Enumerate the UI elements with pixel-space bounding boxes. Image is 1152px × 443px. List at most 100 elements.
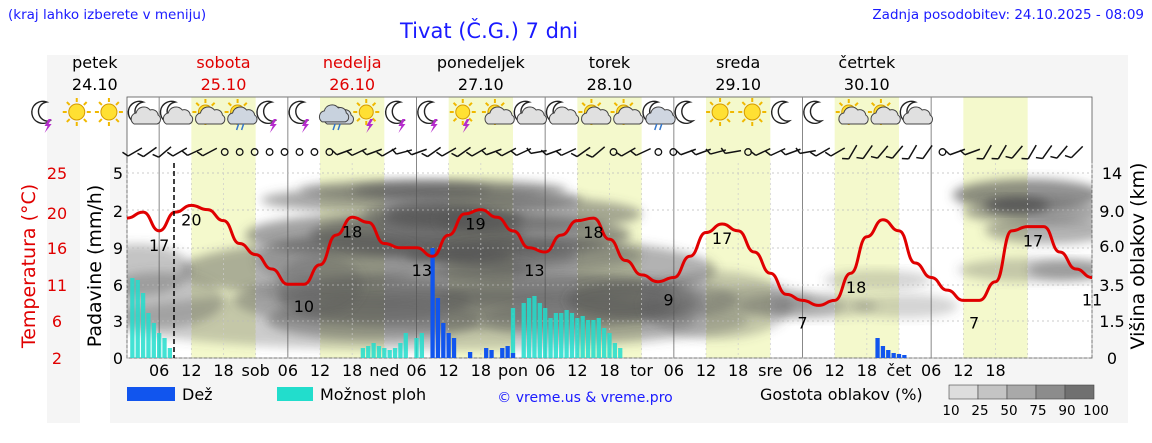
wind-barb [526, 147, 547, 155]
sun-cloud-icon [610, 99, 644, 125]
legend-rain-label: Dež [182, 385, 213, 404]
day-name-2: nedelja [323, 53, 382, 72]
day-name-4: torek [589, 53, 631, 72]
wind-barb [361, 148, 383, 156]
cloud-density [957, 258, 1092, 282]
wind-calm [220, 148, 229, 156]
temperature-line [126, 203, 1093, 307]
shower-bar [130, 278, 135, 358]
shower-bar [151, 323, 156, 358]
temp-label: 17 [712, 229, 732, 248]
precip-axis-label: Padavine (mm/h) [84, 185, 106, 348]
x-tick: 12 [181, 361, 201, 380]
wind-barb [615, 147, 636, 157]
rain-bar [484, 348, 489, 358]
wind-barb [856, 145, 873, 160]
cloud-legend-swatch [1064, 384, 1095, 400]
shower-bar [585, 320, 591, 358]
sun-thunder-icon [449, 99, 476, 133]
shower-bar [601, 328, 607, 358]
rain-bar [891, 353, 896, 358]
rain-bar [896, 354, 902, 358]
moon-cloud-icon [159, 100, 194, 125]
sun-cloud-icon [835, 99, 869, 125]
temp-label: 10 [294, 297, 314, 316]
cloud-density [566, 284, 674, 316]
day-date-2: 26.10 [329, 75, 375, 94]
cloud-axis-tick: 3.5 [1099, 276, 1124, 295]
day-name-5: sreda [716, 53, 760, 72]
cloud-legend-level: 90 [1058, 403, 1075, 419]
sun-cloud-icon [578, 99, 612, 125]
day-name-1: sobota [196, 53, 250, 72]
shower-bar [510, 308, 516, 358]
shower-bar [543, 308, 548, 358]
moon-thunder-icon [256, 100, 278, 133]
wind-calm [654, 148, 663, 156]
x-tick: 12 [310, 361, 330, 380]
shower-bar [612, 343, 618, 358]
x-tick: 06 [792, 361, 812, 380]
day-name-6: četrtek [838, 53, 896, 72]
x-tick: 18 [599, 361, 619, 380]
wind-barb [842, 144, 858, 160]
shower-bar [140, 293, 146, 358]
cloud-axis-tick: 1.5 [1099, 312, 1124, 331]
x-tick: 06 [921, 361, 941, 380]
shower-bar [146, 313, 151, 358]
moon-cloud-icon [545, 100, 580, 125]
shower-bar [403, 333, 408, 358]
rain-bar [446, 333, 451, 358]
moon-thunder-icon [31, 100, 53, 133]
rain-bar [435, 298, 441, 358]
rain-bar [505, 346, 510, 358]
sun-thunder-icon [353, 99, 380, 133]
sun-cloud-icon [192, 99, 226, 125]
moon-thunder-icon [384, 100, 406, 133]
rain-bar [489, 350, 494, 358]
moon-icon [674, 100, 696, 125]
wind-barb [675, 148, 697, 156]
wind-barb [991, 144, 1007, 160]
cloud-legend-swatch [1006, 384, 1037, 400]
day-date-5: 29.10 [715, 75, 761, 94]
wind-barb [585, 146, 606, 158]
x-tick: 12 [696, 361, 716, 380]
wind-calm [265, 148, 274, 156]
x-tick: ned [369, 361, 399, 380]
temp-label: 13 [524, 261, 544, 280]
sun-icon [62, 98, 91, 126]
x-tick: 12 [567, 361, 587, 380]
x-tick: 12 [953, 361, 973, 380]
wind-calm [938, 148, 947, 156]
shower-bar [387, 350, 392, 358]
wind-barb [166, 147, 188, 157]
wind-barb [795, 147, 816, 155]
shower-bar [526, 298, 532, 358]
rain-bar [441, 323, 446, 358]
wind-barb [555, 147, 577, 157]
wind-barb [885, 145, 904, 159]
page-title: Tivat (Č.G.) 7 dni [400, 19, 579, 43]
wind-barb [1021, 144, 1037, 160]
shower-bar [162, 338, 167, 358]
x-tick: 18 [857, 361, 877, 380]
x-tick: tor [630, 361, 653, 380]
x-tick: 06 [664, 361, 684, 380]
precip-axis-tick: 0 [113, 349, 123, 368]
temp-axis-tick: 2 [52, 349, 62, 368]
temp-axis-tick: 11 [47, 276, 67, 295]
temp-axis-tick: 20 [47, 204, 67, 223]
shower-bar [371, 343, 376, 358]
shower-bar [618, 348, 623, 358]
moon-cloud-icon [127, 100, 161, 125]
wind-barb [630, 147, 651, 157]
menu-note[interactable]: (kraj lahko izberete v meniju) [8, 7, 207, 23]
credit: © vreme.us & vreme.pro [497, 390, 672, 406]
x-tick: 06 [535, 361, 555, 380]
day-date-0: 24.10 [72, 75, 118, 94]
cloud-axis-tick: 0 [1107, 349, 1117, 368]
temp-label: 17 [149, 236, 169, 255]
wind-barb [465, 147, 487, 157]
rain-bar [451, 338, 457, 358]
